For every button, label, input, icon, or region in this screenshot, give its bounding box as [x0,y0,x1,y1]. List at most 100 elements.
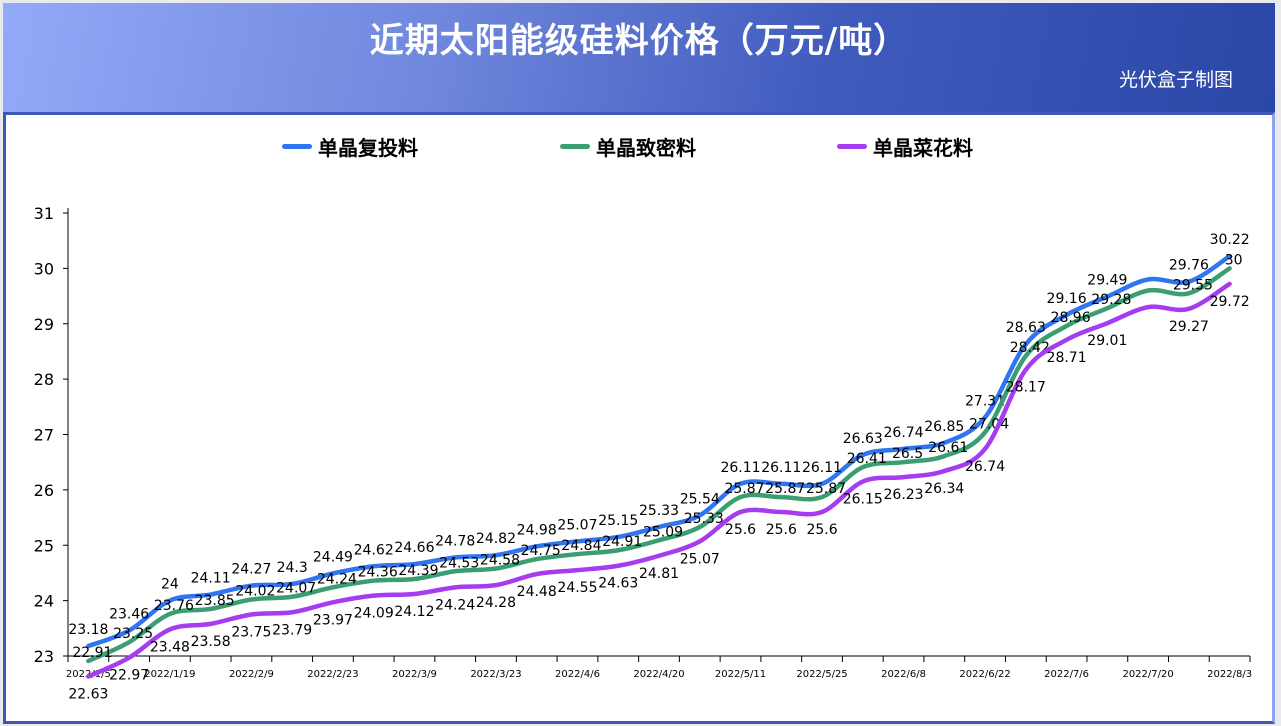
data-label: 26.41 [847,451,887,467]
series-line-2 [86,266,1232,664]
data-label: 24.27 [231,562,271,578]
data-label: 24.82 [476,531,516,547]
data-label: 26.63 [843,431,883,447]
data-label: 24.07 [276,581,316,597]
data-label: 25.07 [557,517,597,533]
data-label: 24.12 [394,604,434,620]
data-label: 24.11 [191,571,231,587]
data-label: 24.62 [354,542,394,558]
x-tick-label: 2022/3/9 [392,669,437,680]
data-label: 24.02 [235,584,275,600]
data-label: 22.63 [68,686,108,702]
series-line-3 [86,281,1232,679]
data-label: 25.54 [680,491,720,507]
x-tick-label: 2022/7/20 [1122,669,1173,680]
data-label: 25.33 [639,503,679,519]
data-label: 24.78 [435,533,475,549]
header-banner: 近期太阳能级硅料价格（万元/吨） 光伏盒子制图 [3,3,1275,113]
data-label: 24.24 [317,571,357,587]
data-label: 26.5 [892,446,923,462]
data-label: 26.11 [761,460,801,476]
data-label: 22.97 [109,668,149,684]
data-label: 27.31 [965,393,1005,409]
x-tick-label: 2022/8/3 [1207,669,1252,680]
legend-item-cauliflower[interactable]: 单晶菜花料 [837,132,973,161]
data-label: 25.87 [724,481,764,497]
x-tick-label: 2022/3/23 [470,669,521,680]
x-tick-label: 2022/2/23 [307,669,358,680]
data-label: 24.91 [602,534,642,550]
data-label: 23.48 [150,639,190,655]
y-tick-label: 29 [34,315,54,334]
legend-item-recharge[interactable]: 单晶复投料 [282,132,418,161]
x-tick-label: 2022/7/6 [1044,669,1089,680]
data-label: 23.25 [113,626,153,642]
y-tick-label: 26 [34,481,54,500]
data-label: 26.34 [924,481,964,497]
data-label: 29.27 [1169,319,1209,335]
data-label: 28.17 [1006,380,1046,396]
data-label: 24.49 [313,549,353,565]
data-label: 25.33 [684,511,724,527]
data-label: 23.85 [195,593,235,609]
data-label: 25.6 [725,522,756,538]
data-label: 29.28 [1091,292,1131,308]
x-tick-label: 2022/1/19 [144,669,195,680]
data-label: 29.01 [1087,333,1127,349]
data-label: 26.85 [924,419,964,435]
data-label: 24.09 [354,606,394,622]
data-label: 23.76 [154,598,194,614]
data-label: 26.15 [843,492,883,508]
data-label: 25.09 [643,524,683,540]
x-tick-label: 2022/4/20 [633,669,684,680]
y-tick-label: 30 [34,259,54,278]
chart-legend: 单晶复投料 单晶致密料 单晶菜花料 [0,132,1281,162]
data-label: 25.87 [806,481,846,497]
data-label: 26.61 [928,440,968,456]
x-tick-label: 2022/2/9 [229,669,274,680]
y-tick-label: 25 [34,536,54,555]
data-label: 25.07 [680,551,720,567]
data-label: 24.84 [561,538,601,554]
legend-label: 单晶复投料 [318,136,418,160]
data-label: 23.97 [313,612,353,628]
x-tick-label: 2022/6/22 [959,669,1010,680]
y-tick-label: 28 [34,370,54,389]
data-label: 28.42 [1010,340,1050,356]
legend-label: 单晶菜花料 [873,136,973,160]
data-label: 23.46 [109,607,149,623]
y-tick-label: 24 [34,592,54,611]
data-label: 26.74 [884,425,924,441]
data-label: 25.87 [765,481,805,497]
data-label: 23.18 [68,622,108,638]
data-label: 24.24 [435,597,475,613]
data-label: 24.28 [476,595,516,611]
data-label: 29.55 [1173,277,1213,293]
data-label: 25.15 [598,513,638,529]
series-line-1 [86,253,1232,649]
y-tick-label: 31 [34,204,54,223]
x-tick-label: 2022/5/25 [796,669,847,680]
page-title: 近期太阳能级硅料价格（万元/吨） [369,21,909,61]
data-label: 23.75 [231,624,271,640]
data-label: 24.55 [557,580,597,596]
legend-swatch [282,144,312,149]
data-label: 28.96 [1051,310,1091,326]
data-label: 24.75 [521,543,561,559]
data-label: 24.39 [398,563,438,579]
data-label: 26.23 [884,487,924,503]
data-label: 29.49 [1087,273,1127,289]
data-label: 25.6 [766,522,797,538]
data-label: 23.58 [191,634,231,650]
legend-item-dense[interactable]: 单晶致密料 [560,132,696,161]
y-tick-label: 23 [34,647,54,666]
data-label: 26.11 [802,460,842,476]
data-label: 26.11 [720,460,760,476]
data-label: 30 [1225,252,1243,268]
data-label: 24.63 [598,576,638,592]
data-label: 30.22 [1210,232,1250,248]
data-label: 24 [161,577,179,593]
data-label: 23.79 [272,622,312,638]
x-tick-label: 2022/6/8 [881,669,926,680]
